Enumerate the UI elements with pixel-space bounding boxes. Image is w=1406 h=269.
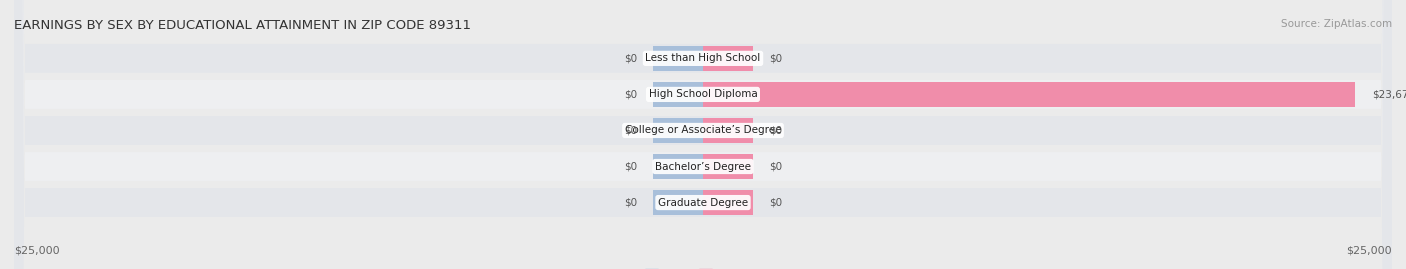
Text: $0: $0: [769, 161, 782, 172]
Text: $0: $0: [769, 53, 782, 63]
FancyBboxPatch shape: [14, 0, 1392, 269]
Bar: [703, 46, 752, 71]
FancyBboxPatch shape: [14, 0, 1392, 269]
Bar: [703, 82, 1355, 107]
Text: Less than High School: Less than High School: [645, 53, 761, 63]
Bar: [654, 82, 703, 107]
FancyBboxPatch shape: [14, 0, 1392, 269]
Text: College or Associate’s Degree: College or Associate’s Degree: [624, 125, 782, 136]
Bar: [654, 190, 703, 215]
Bar: [703, 154, 752, 179]
Bar: [703, 118, 752, 143]
Text: $0: $0: [624, 125, 637, 136]
Text: Bachelor’s Degree: Bachelor’s Degree: [655, 161, 751, 172]
Text: Source: ZipAtlas.com: Source: ZipAtlas.com: [1281, 19, 1392, 29]
Text: Graduate Degree: Graduate Degree: [658, 197, 748, 208]
Text: $25,000: $25,000: [14, 246, 59, 256]
FancyBboxPatch shape: [14, 0, 1392, 269]
Bar: [703, 190, 752, 215]
Text: $0: $0: [624, 53, 637, 63]
Bar: [654, 118, 703, 143]
Text: $0: $0: [624, 89, 637, 100]
Text: $0: $0: [624, 197, 637, 208]
Text: EARNINGS BY SEX BY EDUCATIONAL ATTAINMENT IN ZIP CODE 89311: EARNINGS BY SEX BY EDUCATIONAL ATTAINMEN…: [14, 19, 471, 32]
Bar: [654, 46, 703, 71]
FancyBboxPatch shape: [14, 0, 1392, 269]
Bar: [654, 154, 703, 179]
Text: $25,000: $25,000: [1347, 246, 1392, 256]
Text: $0: $0: [769, 197, 782, 208]
Legend: Male, Female: Male, Female: [640, 264, 766, 269]
Text: High School Diploma: High School Diploma: [648, 89, 758, 100]
Text: $23,672: $23,672: [1372, 89, 1406, 100]
Text: $0: $0: [769, 125, 782, 136]
Text: $0: $0: [624, 161, 637, 172]
